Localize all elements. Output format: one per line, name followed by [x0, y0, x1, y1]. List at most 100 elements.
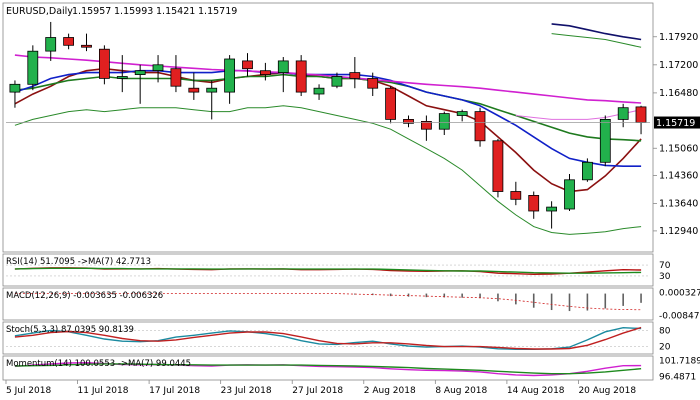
bull-candle-body [152, 64, 164, 72]
price-tick-label: 1.17920 [659, 32, 698, 43]
bear-candle-body [349, 72, 361, 79]
bull-candle-body [599, 119, 611, 163]
momentum-line-1 [14, 363, 642, 375]
momentum-tick-label: 96.4871 [659, 373, 696, 383]
candle [420, 115, 432, 141]
bull-candle-body [617, 107, 629, 120]
candle [438, 111, 450, 135]
bear-candle-body [385, 87, 397, 120]
bear-candle-body [420, 121, 432, 130]
bear-candle-body [99, 48, 110, 79]
candle [313, 84, 325, 100]
bear-candle-body [295, 60, 307, 93]
stoch-line-1 [14, 326, 642, 350]
moving-average-line-5 [551, 23, 642, 41]
bull-candle-body [564, 179, 575, 210]
moving-average-line-6 [551, 33, 642, 48]
candle [99, 45, 110, 85]
candle [546, 201, 557, 229]
bear-candle-body [528, 194, 540, 212]
bear-candle-body [510, 191, 522, 200]
date-tick-label: 8 Aug 2018 [435, 386, 487, 396]
bear-candle-body [188, 87, 200, 93]
date-tick-label: 5 Jul 2018 [6, 386, 51, 396]
price-tick-label: 1.12940 [659, 226, 698, 237]
ohlc-open: 1.15957 [72, 6, 111, 17]
bull-candle-body [313, 87, 325, 95]
stoch-title: Stoch(5,3,3) 87.0395 90.8139 [6, 325, 134, 335]
candle [367, 72, 379, 97]
date-tick-label: 11 Jul 2018 [78, 386, 129, 396]
momentum-tick-label: 101.7189 [659, 356, 700, 366]
date-tick-label: 27 Jul 2018 [292, 386, 343, 396]
candle [27, 45, 39, 91]
candle [564, 173, 575, 212]
candle [134, 64, 146, 104]
bull-candle-body [27, 50, 39, 85]
candle [617, 103, 629, 128]
candle [116, 55, 128, 93]
bear-candle-body [492, 140, 504, 192]
bull-candle-body [331, 76, 343, 87]
ohlc-low: 1.15421 [156, 6, 195, 17]
stoch-tick-label: 80 [659, 326, 671, 336]
bear-candle-body [367, 78, 379, 89]
candle [224, 55, 236, 104]
bear-candle-body [259, 70, 271, 75]
moving-average-line-3 [14, 54, 642, 104]
candle [170, 55, 182, 93]
date-tick-label: 2 Aug 2018 [364, 386, 416, 396]
candle [474, 107, 486, 147]
current-price-label: 1.15719 [656, 118, 695, 129]
bull-candle-body [456, 111, 468, 116]
bull-candle-body [45, 37, 57, 52]
candle [599, 115, 611, 167]
candle [63, 33, 74, 50]
macd-title: MACD(12,26,9) -0.003635 -0.006326 [6, 291, 163, 301]
bull-candle-body [582, 161, 593, 181]
macd-tick-label: 0.000327 [659, 289, 700, 299]
candle [277, 57, 289, 93]
indicator-layer [6, 264, 650, 377]
rsi-title: RSI(14) 51.7095 ->MA(7) 42.7713 [6, 257, 151, 267]
candle [456, 109, 468, 122]
candle [403, 115, 414, 128]
candle [259, 62, 271, 81]
price-tick-label: 1.17200 [659, 60, 698, 71]
candle [188, 72, 200, 100]
bull-candle-body [116, 76, 128, 79]
price-tick-label: 1.15060 [659, 143, 698, 154]
ohlc-close: 1.15719 [198, 6, 237, 17]
bull-candle-body [206, 87, 218, 93]
bull-candle-body [9, 83, 21, 93]
candle [9, 80, 21, 108]
rsi-tick-label: 30 [659, 272, 671, 282]
candle [152, 55, 164, 83]
candle [81, 33, 92, 52]
bull-candle-body [277, 60, 289, 74]
bear-candle-body [81, 44, 92, 48]
candle [206, 80, 218, 120]
bear-candle-body [63, 37, 74, 46]
bull-candle-body [438, 113, 450, 130]
price-tick-label: 1.16480 [659, 88, 698, 99]
momentum-title: Momentum(14) 100.0553 ->MA(7) 99.0445 [6, 359, 191, 369]
candle [510, 181, 522, 206]
axis-layer: 1.17920 1.17200 1.16480 1.15060 1.14360 1.136… [5, 32, 700, 396]
bear-candle-body [403, 119, 414, 124]
bear-candle-body [170, 68, 182, 87]
momentum-panel [2, 355, 654, 381]
rsi-tick-label: 70 [659, 261, 671, 271]
rsi-line-1 [14, 267, 642, 274]
candle [295, 55, 307, 97]
price-panel-title: EURUSD,Daily [6, 6, 73, 17]
price-panel [2, 2, 654, 253]
price-tick-label: 1.13640 [659, 199, 698, 210]
date-tick-label: 23 Jul 2018 [221, 386, 272, 396]
bull-candle-body [224, 58, 236, 93]
bear-candle-body [635, 106, 647, 123]
bear-candle-body [474, 111, 486, 142]
current-price-badge [654, 116, 700, 129]
